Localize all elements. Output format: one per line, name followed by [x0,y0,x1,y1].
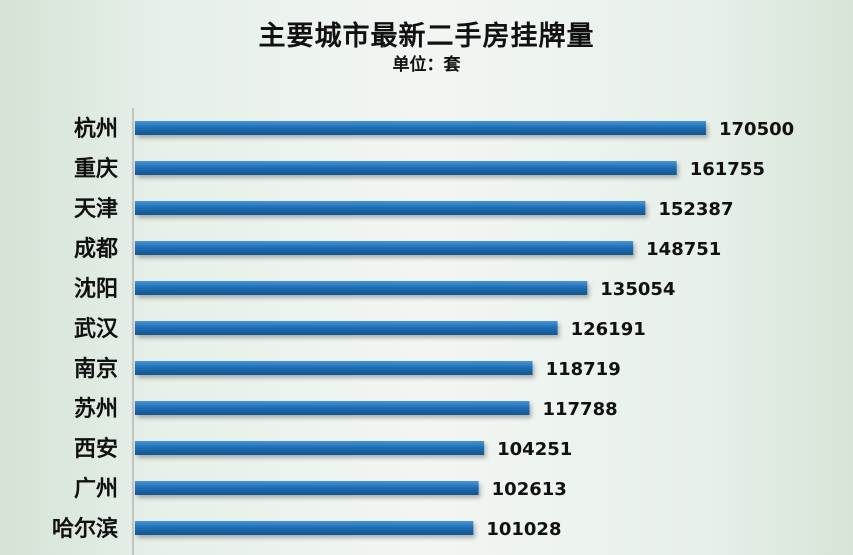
value-label: 148751 [646,239,721,260]
value-label: 104251 [497,439,572,460]
category-label: 杭州 [74,116,118,142]
bar [135,361,533,375]
category-label: 天津 [74,196,118,222]
bar [135,481,479,495]
chart-title: 主要城市最新二手房挂牌量 [258,21,595,52]
value-label: 117788 [542,399,617,420]
category-label: 南京 [74,356,118,382]
value-label: 135054 [600,279,675,300]
category-label: 重庆 [74,156,118,182]
bar [135,121,706,135]
value-label: 126191 [571,319,646,340]
category-label: 西安 [74,436,118,462]
value-label: 152387 [658,199,733,220]
bar [135,201,646,215]
bar [135,321,558,335]
category-label: 成都 [74,237,118,262]
bar [135,281,588,295]
value-label: 161755 [690,159,765,180]
value-label: 101028 [486,519,561,540]
bar [135,401,530,415]
category-label: 广州 [74,476,118,502]
category-label: 苏州 [74,396,118,422]
category-label: 哈尔滨 [52,516,118,542]
bar [135,521,474,535]
value-label: 170500 [719,119,794,140]
value-label: 118719 [546,359,621,380]
category-label: 武汉 [74,317,119,342]
bar [135,241,634,255]
bar [135,441,485,455]
chart-subtitle: 单位：套 [392,55,461,75]
category-label: 沈阳 [74,277,118,302]
bar [135,161,677,175]
value-label: 102613 [492,479,567,500]
